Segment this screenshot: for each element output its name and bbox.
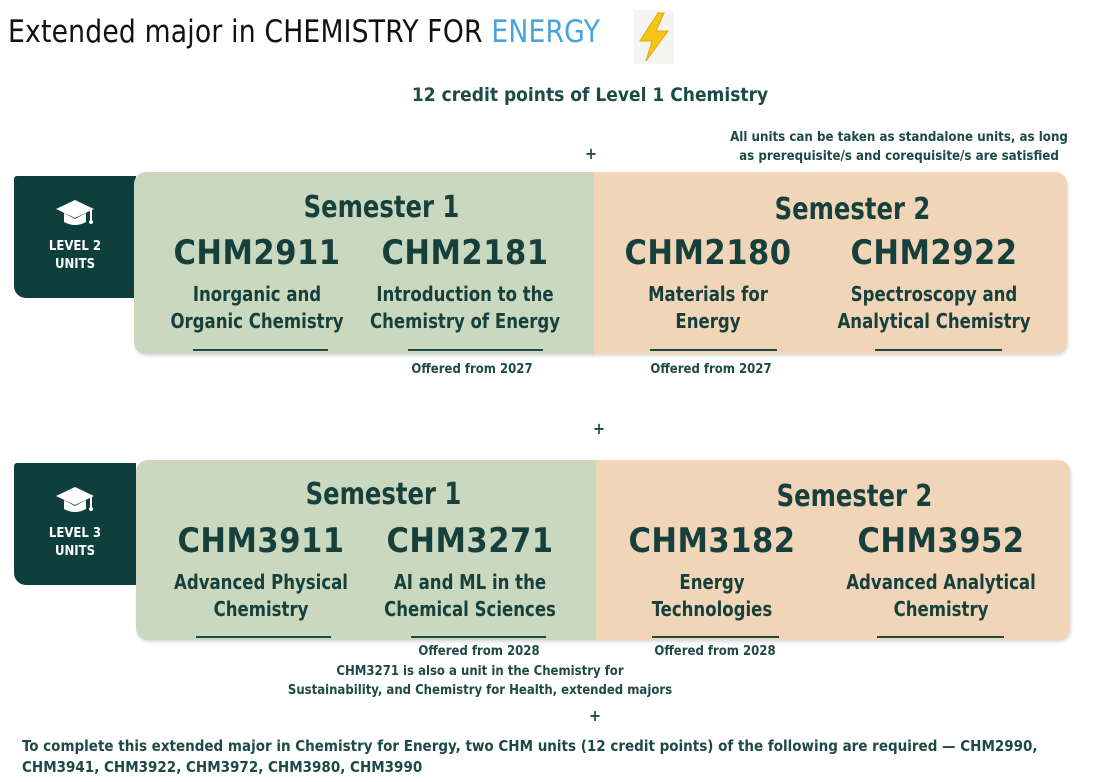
unit-underline <box>193 349 328 351</box>
offered-note-chm2180: Offered from 2027 <box>650 362 772 377</box>
level3-panel <box>136 460 1070 640</box>
offered-note-chm3271: Offered from 2028 <box>418 644 540 659</box>
unit-card-chm2180: CHM2180 Materials for Energy <box>624 233 792 333</box>
graduation-cap-icon <box>56 200 94 225</box>
graduation-cap-icon <box>56 487 94 512</box>
unit-underline <box>877 636 1004 638</box>
unit-underline <box>196 636 331 638</box>
title-accent: ENERGY <box>491 14 601 50</box>
unit-card-chm3271: CHM3271 AI and ML in the Chemical Science… <box>384 521 556 621</box>
unit-card-chm3952: CHM3952 Advanced Analytical Chemistry <box>846 521 1036 621</box>
page-title: Extended major in CHEMISTRY FOR ENERGY <box>8 14 600 50</box>
plus-sign: + <box>585 144 598 163</box>
level2-panel <box>134 172 1067 354</box>
level3-semester2-heading: Semester 2 <box>776 479 933 514</box>
lightning-bolt-icon <box>634 10 674 64</box>
chm3271-shared-note: CHM3271 is also a unit in the Chemistry … <box>287 664 673 698</box>
unit-card-chm2181: CHM2181 Introduction to the Chemistry of … <box>369 233 561 333</box>
plus-sign: + <box>593 419 606 438</box>
level2-semester2-bg <box>594 172 1067 354</box>
unit-underline <box>875 349 1002 351</box>
standalone-units-note: All units can be taken as standalone uni… <box>730 130 1068 164</box>
unit-card-chm3911: CHM3911 Advanced Physical Chemistry <box>174 521 348 621</box>
unit-card-chm2911: CHM2911 Inorganic and Organic Chemistry <box>170 233 344 333</box>
unit-card-chm2922: CHM2922 Spectroscopy and Analytical Chemi… <box>837 233 1031 333</box>
level2-semester1-heading: Semester 1 <box>303 190 460 225</box>
level3-semester2-bg <box>596 460 1070 640</box>
unit-underline <box>411 636 546 638</box>
offered-note-chm3182: Offered from 2028 <box>654 644 776 659</box>
unit-underline <box>652 636 779 638</box>
unit-card-chm3182: CHM3182 Energy Technologies <box>628 521 796 621</box>
level3-tab: LEVEL 3 UNITS <box>14 463 136 585</box>
unit-underline <box>408 349 543 351</box>
level2-semester2-heading: Semester 2 <box>774 192 931 227</box>
level1-credits-line: 12 credit points of Level 1 Chemistry <box>411 84 769 106</box>
unit-underline <box>650 349 777 351</box>
offered-note-chm2181: Offered from 2027 <box>411 362 533 377</box>
level3-semester1-heading: Semester 1 <box>305 477 462 512</box>
completion-requirement-note: To complete this extended major in Chemi… <box>22 737 1038 776</box>
level2-tab: LEVEL 2 UNITS <box>14 176 136 298</box>
plus-sign: + <box>589 706 602 725</box>
title-prefix: Extended major in CHEMISTRY FOR <box>8 14 492 50</box>
